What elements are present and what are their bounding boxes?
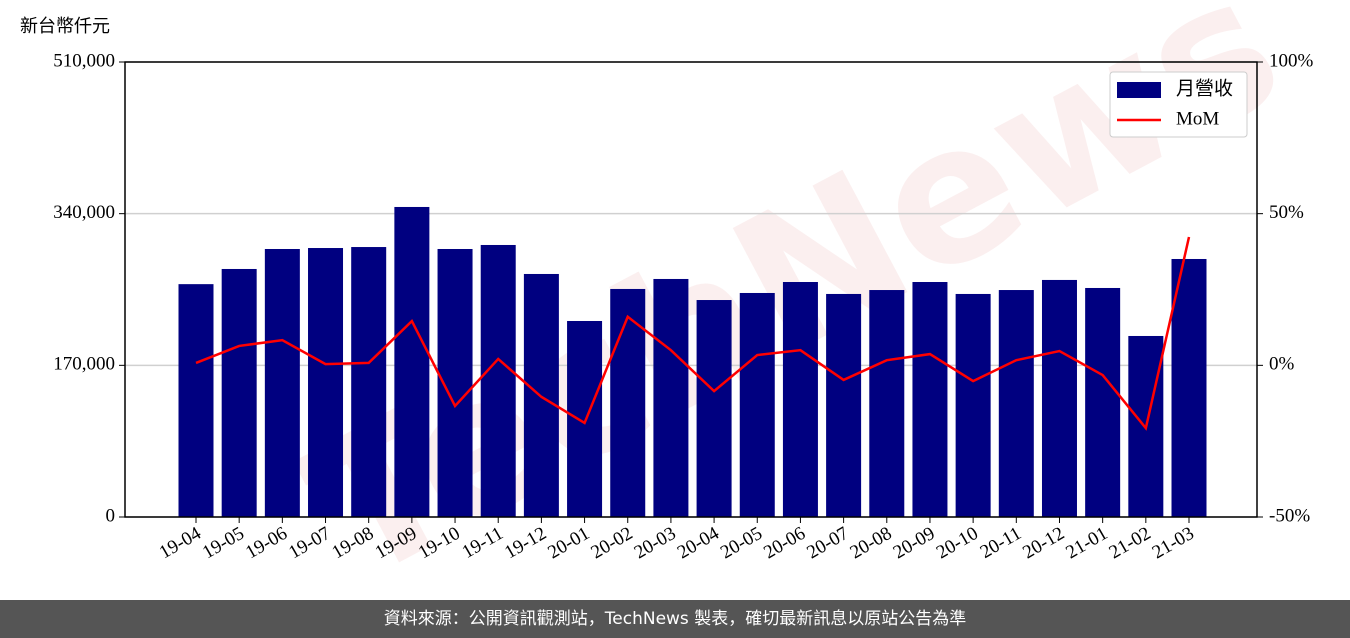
x-tick-label: 20-10	[933, 523, 982, 563]
bar	[308, 248, 344, 517]
bar	[567, 320, 603, 517]
y-tick-label: 0	[106, 505, 116, 526]
bar	[394, 206, 430, 517]
y2-tick-label: 50%	[1269, 202, 1304, 223]
x-tick-label: 20-06	[760, 523, 809, 563]
y2-tick-label: -50%	[1269, 505, 1310, 526]
y-axis-label: 新台幣仟元	[20, 16, 110, 37]
bar	[998, 290, 1034, 517]
chart: TechNews 新台幣仟元 0170,000340,000510,000-50…	[20, 0, 1314, 600]
x-tick-label: 19-05	[199, 523, 248, 563]
x-tick-label: 20-08	[847, 523, 896, 563]
bar	[221, 268, 257, 517]
y-tick-label: 340,000	[53, 202, 115, 223]
y-tick-label: 510,000	[53, 50, 115, 71]
footer: 資料來源：公開資訊觀測站，TechNews 製表，確切最新訊息以原站公告為準	[0, 600, 1350, 638]
legend-swatch	[1117, 82, 1161, 98]
x-tick-label: 20-12	[1019, 523, 1068, 563]
bar	[782, 282, 818, 517]
x-tick-label: 20-02	[588, 523, 637, 563]
y2-tick-label: 100%	[1269, 50, 1314, 71]
legend-label: MoM	[1176, 108, 1219, 129]
line	[195, 236, 1191, 431]
bar	[1085, 287, 1121, 517]
legend-label: 月營收	[1176, 77, 1233, 99]
x-tick-label: 21-03	[1149, 523, 1198, 563]
bar	[1041, 279, 1077, 517]
x-tick-label: 20-09	[890, 523, 939, 563]
bar	[955, 293, 991, 517]
x-tick-label: 21-01	[1062, 523, 1111, 563]
x-tick-label: 21-02	[1106, 523, 1155, 563]
x-tick-label: 19-07	[285, 523, 334, 563]
x-tick-label: 19-06	[242, 523, 291, 563]
bar	[264, 248, 300, 517]
x-tick-label: 20-04	[674, 523, 723, 564]
y2-tick-label: 0%	[1269, 354, 1295, 375]
x-tick-label: 20-05	[717, 523, 766, 563]
y-tick-label: 170,000	[53, 354, 115, 375]
bar	[480, 244, 516, 517]
bar	[826, 293, 862, 517]
x-tick-label: 20-11	[977, 523, 1025, 563]
bar	[912, 282, 948, 517]
x-tick-label: 20-07	[803, 523, 852, 563]
x-tick-label: 19-04	[156, 523, 205, 564]
bar	[869, 290, 905, 517]
bar	[178, 284, 214, 517]
bar	[351, 247, 387, 518]
bar	[610, 288, 646, 517]
bar	[1171, 258, 1207, 517]
bar	[739, 292, 775, 517]
bar	[696, 300, 732, 517]
bar	[653, 278, 689, 517]
plot-frame	[124, 61, 1258, 518]
x-tick-label: 20-03	[631, 523, 680, 563]
